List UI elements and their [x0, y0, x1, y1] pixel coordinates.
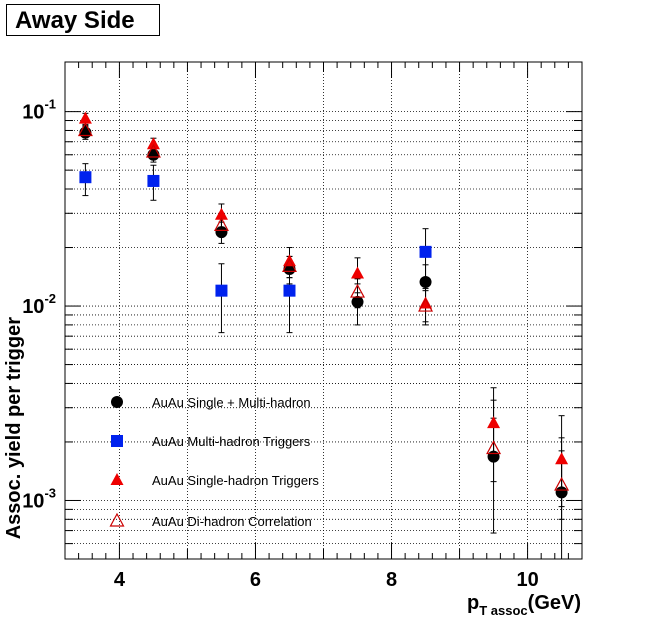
- x-tick-label: 4: [114, 569, 126, 591]
- legend-marker: [109, 512, 125, 527]
- data-point: [487, 416, 501, 429]
- data-point: [487, 450, 500, 463]
- data-point: [214, 207, 228, 220]
- data-point: [147, 174, 160, 187]
- plot-frame: [64, 61, 583, 560]
- legend-marker: [111, 435, 123, 447]
- data-point: [77, 122, 93, 137]
- legend-marker: [110, 473, 124, 485]
- y-tick-exp: -2: [44, 291, 56, 306]
- y-tick-label: 10-2: [22, 291, 56, 318]
- legend-label: AuAu Single-hadron Triggers: [152, 473, 319, 488]
- y-tick-label: 10-1: [22, 97, 56, 124]
- data-point: [215, 284, 228, 297]
- data-point: [146, 137, 160, 150]
- y-tick-label: 10-3: [22, 485, 56, 512]
- data-point: [215, 226, 228, 239]
- data-point: [418, 297, 434, 312]
- data-point: [555, 486, 568, 499]
- data-point: [145, 143, 161, 158]
- x-axis-label: pT assoc(GeV): [467, 592, 581, 618]
- x-tick-label: 8: [386, 569, 397, 591]
- grid-lines: [65, 62, 582, 560]
- legend-label: AuAu Multi-hadron Triggers: [152, 434, 311, 449]
- legend-marker: [111, 396, 123, 408]
- x-tick-label: 6: [250, 569, 261, 591]
- y-tick-labels: 10-110-210-3: [22, 97, 56, 513]
- x-tick-label: 10: [516, 569, 538, 591]
- y-tick-exp: -1: [44, 97, 56, 112]
- y-tick-base: 10: [22, 490, 44, 512]
- y-tick-base: 10: [22, 102, 44, 124]
- data-point: [351, 266, 365, 279]
- data-point: [554, 476, 570, 491]
- data-point: [79, 126, 92, 139]
- legend-label: AuAu Single + Multi-hadron: [152, 395, 311, 410]
- data-point: [281, 258, 297, 272]
- y-axis-label: Assoc. yield per trigger: [3, 317, 25, 540]
- data-point: [283, 284, 296, 297]
- data-point: [419, 275, 432, 288]
- data-point: [213, 217, 229, 231]
- data-point: [78, 111, 92, 124]
- data-points: [77, 111, 570, 560]
- data-point: [555, 452, 569, 465]
- chart-title: Away Side: [15, 7, 135, 34]
- x-axis-label-sub: T assoc: [479, 603, 527, 618]
- data-point: [486, 440, 502, 455]
- axis-ticks: [64, 62, 583, 560]
- x-axis-label-main: p: [467, 592, 479, 614]
- legend-label: AuAu Di-hadron Correlation: [152, 514, 312, 529]
- legend: AuAu Single + Multi-hadron AuAu Multi-had…: [109, 395, 319, 529]
- data-point: [350, 283, 366, 298]
- chart-title-box: Away Side: [6, 4, 160, 36]
- x-axis-label-unit: (GeV): [528, 592, 581, 614]
- y-tick-base: 10: [22, 296, 44, 318]
- data-point: [79, 171, 92, 184]
- data-point: [147, 148, 160, 161]
- data-point: [419, 245, 432, 258]
- y-tick-exp: -3: [44, 485, 56, 500]
- x-tick-labels: 4 6 8 10: [114, 569, 539, 591]
- data-point: [351, 295, 364, 308]
